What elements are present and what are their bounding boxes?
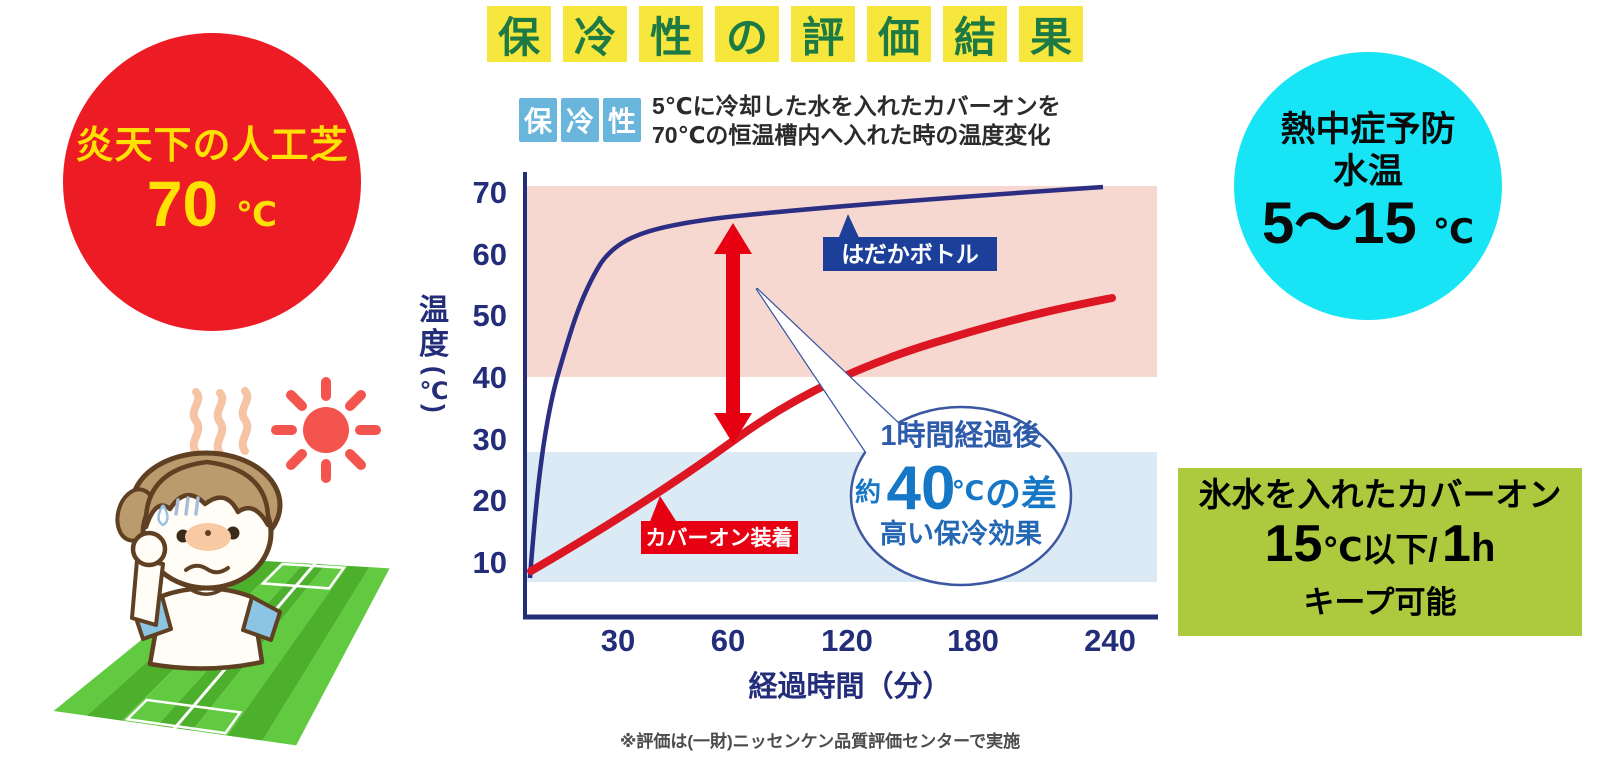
boy-sleeve-right: [241, 595, 282, 642]
callout-value: 40: [887, 454, 956, 523]
result-hours-unit: h: [1470, 526, 1496, 570]
heatstroke-prevention-badge: 熱中症予防 水温 5～15 ℃: [1234, 52, 1502, 320]
field-stripe: [191, 563, 349, 737]
page-title: 保 冷 性 の 評 価 結 果: [487, 6, 1083, 62]
sun-core: [303, 407, 349, 453]
callout-line2: 高い保冷効果: [880, 518, 1042, 549]
y-tick-label: 60: [473, 237, 507, 272]
boy-collar: [189, 586, 226, 596]
x-tick-label: 240: [1084, 623, 1136, 658]
hot-turf-temperature: 70 ℃: [147, 169, 277, 250]
temperature-line-chart: 70 60 50 40 30 20 10 温 度 ( ℃ ) 30 60 120…: [419, 172, 1158, 703]
boy-sweat-drop: [157, 504, 169, 527]
field-goal-box-top: [260, 562, 347, 590]
field-stripe: [226, 564, 371, 742]
callout-bubble: [849, 405, 1073, 587]
result-box-line3: キープ可能: [1303, 585, 1457, 620]
y-axis-paren-close: ): [420, 404, 450, 413]
callout-approx: 約: [855, 477, 881, 507]
heat-waves-icon: [189, 387, 252, 457]
result-temp-cond: ℃以下: [1322, 531, 1429, 568]
y-axis-title-char: 度: [419, 328, 449, 361]
experiment-description-line2: 70℃の恒温槽内へ入れた時の温度変化: [652, 122, 1051, 148]
bare-bottle-label: はだかボトル: [841, 241, 979, 267]
result-box: 氷水を入れたカバーオン 15℃以下/ 1h キープ可能: [1178, 468, 1582, 636]
temperature-difference-arrow: [714, 223, 752, 444]
title-char-tile: 果: [1019, 6, 1083, 62]
experiment-description: 5℃に冷却した水を入れたカバーオンを 70℃の恒温槽内へ入れた時の温度変化: [652, 92, 1061, 150]
y-tick-label: 30: [473, 422, 507, 457]
title-char-tile: 冷: [563, 6, 627, 62]
y-tick-label: 40: [473, 360, 507, 395]
title-char-tile: 結: [943, 6, 1007, 62]
water-temp-value: 5～15: [1261, 191, 1417, 256]
title-char-tile: 保: [487, 6, 551, 62]
hot-turf-value: 70: [146, 168, 219, 240]
result-box-line2: 15℃以下/ 1h: [1178, 516, 1582, 585]
sun-icon: [271, 377, 381, 483]
hot-turf-label: 炎天下の人工芝: [75, 125, 349, 167]
y-axis-title-char: 温: [419, 294, 449, 327]
callout-unit: ℃: [952, 476, 985, 506]
evaluation-footnote: ※評価は(一財)ニッセンケン品質評価センターで実施: [619, 732, 1021, 751]
series-line-bare-bottle: [527, 184, 1104, 579]
callout-tail-cover: [757, 289, 900, 455]
boy-forearm: [130, 558, 165, 627]
water-temp-unit: ℃: [1432, 213, 1475, 251]
y-tick-label: 70: [473, 175, 507, 210]
callout-line1: 1時間経過後: [880, 418, 1042, 452]
hot-turf-badge: 炎天下の人工芝 70 ℃: [63, 33, 361, 331]
water-temp-range: 5～15 ℃: [1262, 193, 1474, 263]
x-tick-label: 120: [821, 623, 873, 658]
bare-bottle-label-box: [823, 237, 997, 271]
boy-illustration: [46, 377, 395, 749]
title-char-tile: 価: [867, 6, 931, 62]
title-char-tile: 評: [791, 6, 855, 62]
hot-zone-band: [527, 186, 1157, 377]
y-axis-unit: ℃: [419, 378, 448, 405]
boy-figure: [115, 450, 283, 671]
water-temp-label: 水温: [1332, 152, 1403, 191]
hot-turf-unit: ℃: [235, 196, 278, 234]
cover-on-label-tail: [649, 496, 678, 524]
title-char-tile: 性: [639, 6, 703, 62]
boy-fist: [130, 530, 168, 568]
subtitle-char-tile: 冷: [561, 98, 599, 142]
boy-nose-patch: [185, 523, 231, 551]
result-hours-value: 1: [1442, 515, 1471, 573]
bare-bottle-label-tail: [837, 214, 861, 242]
cover-on-label: カバーオン装着: [646, 526, 793, 550]
subtitle-char-tile: 保: [519, 98, 557, 142]
cover-on-label-box: [641, 521, 798, 554]
callout-suffix: の差: [985, 473, 1057, 514]
result-temp-value: 15: [1264, 515, 1323, 573]
field-goal-box-bottom: [124, 698, 243, 735]
boy-hair-fringe: [143, 459, 271, 530]
field-boundary-line: [46, 556, 395, 749]
x-tick-label: 30: [601, 623, 635, 658]
x-axis-title: 経過時間（分）: [748, 669, 951, 703]
y-axis-paren-open: (: [420, 366, 450, 375]
field-stripe: [261, 565, 392, 747]
x-tick-label: 60: [711, 623, 745, 658]
boy-nostril: [205, 530, 211, 536]
subtitle-char-tile: 性: [603, 98, 641, 142]
result-slash: /: [1428, 531, 1438, 568]
boy-mouth: [184, 563, 230, 575]
result-box-line1: 氷水を入れたカバーオン: [1198, 476, 1562, 513]
boy-forehead-streaks: [174, 496, 200, 516]
y-tick-label: 10: [473, 545, 507, 580]
series-line-cover-on: [527, 294, 1116, 575]
heatstroke-label: 熱中症予防: [1280, 110, 1456, 149]
title-char-tile: の: [715, 6, 779, 62]
chart-subtitle-tiles: 保 冷 性: [519, 98, 641, 142]
y-tick-label: 50: [473, 298, 507, 333]
x-tick-label: 180: [947, 623, 999, 658]
experiment-description-line1: 5℃に冷却した水を入れたカバーオンを: [652, 93, 1061, 119]
y-tick-label: 20: [473, 483, 507, 518]
